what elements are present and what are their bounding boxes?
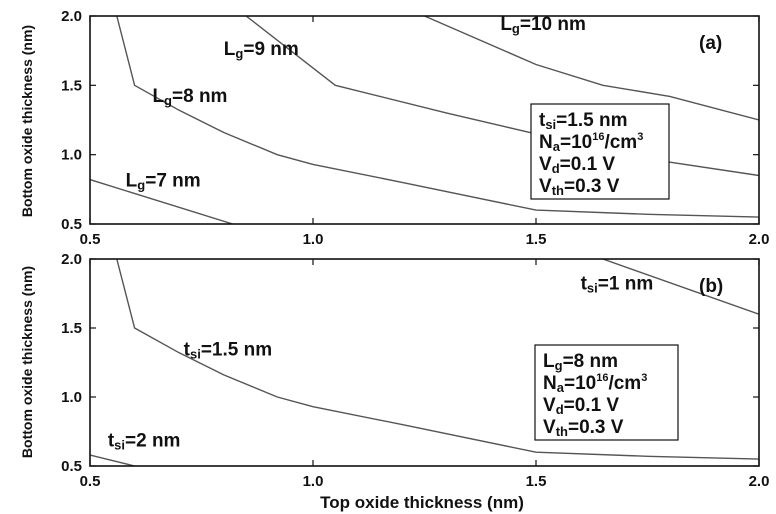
x-tick-label: 0.5 bbox=[80, 473, 101, 490]
series-label: Lg=8 nm bbox=[152, 86, 227, 108]
y-tick-label: 2.0 bbox=[61, 8, 82, 25]
y-tick-label: 2.0 bbox=[61, 251, 82, 268]
plot-frame bbox=[89, 258, 760, 467]
x-tick-label: 1.5 bbox=[526, 231, 547, 248]
panel-label: (a) bbox=[699, 33, 722, 54]
parameter-line: tsi=1.5 nm bbox=[539, 110, 627, 132]
x-tick-label: 2.0 bbox=[749, 231, 770, 248]
x-tick-label: 1.0 bbox=[303, 231, 324, 248]
y-tick-label: 1.0 bbox=[61, 147, 82, 164]
series-label: Lg=10 nm bbox=[500, 14, 586, 36]
series-line bbox=[602, 259, 759, 315]
y-tick-label: 1.5 bbox=[61, 77, 82, 94]
x-tick-label: 1.0 bbox=[303, 473, 324, 490]
series-label: tsi=2 nm bbox=[108, 431, 181, 453]
parameter-line: Na=1016/cm3 bbox=[543, 372, 647, 395]
parameter-line: Vd=0.1 V bbox=[539, 154, 615, 176]
x-tick-label: 2.0 bbox=[749, 473, 770, 490]
parameter-line: Vd=0.1 V bbox=[543, 395, 619, 417]
series-label: tsi=1 nm bbox=[581, 273, 654, 295]
x-tick-label: 0.5 bbox=[80, 231, 101, 248]
x-tick-label: 1.5 bbox=[526, 473, 547, 490]
parameter-box bbox=[534, 344, 679, 441]
x-axis-label: Top oxide thickness (nm) bbox=[320, 493, 524, 512]
plot-frame bbox=[89, 15, 760, 225]
parameter-line: Lg=8 nm bbox=[543, 351, 618, 373]
series-line bbox=[245, 16, 759, 177]
y-tick-label: 0.5 bbox=[61, 216, 82, 233]
parameter-line: Vth=0.3 V bbox=[539, 176, 620, 198]
parameter-line: Vth=0.3 V bbox=[543, 417, 624, 439]
y-axis-label-b: Bottom oxide thickness (nm) bbox=[19, 266, 35, 458]
y-axis-label-a: Bottom oxide thickness (nm) bbox=[19, 25, 35, 217]
series-line bbox=[90, 454, 135, 466]
series-label: Lg=7 nm bbox=[126, 171, 201, 193]
panel-b: 0.5 1.0 1.5 2.0 0.5 1.0 1.5 2.0 tsi=1 nm tsi=1.5 … bbox=[61, 251, 769, 490]
y-tick-label: 0.5 bbox=[61, 458, 82, 475]
series-label: tsi=1.5 nm bbox=[184, 340, 272, 362]
parameter-line: Na=1016/cm3 bbox=[539, 131, 643, 154]
y-tick-label: 1.5 bbox=[61, 320, 82, 337]
parameter-box bbox=[530, 103, 670, 200]
series-line bbox=[116, 16, 759, 218]
panel-label: (b) bbox=[699, 276, 723, 297]
series-line bbox=[116, 259, 759, 460]
series-label: Lg=9 nm bbox=[224, 39, 299, 61]
y-tick-label: 1.0 bbox=[61, 389, 82, 406]
panel-a: 0.5 1.0 1.5 2.0 0.5 1.0 1.5 2.0 Lg=7 nm Lg=8 nm Lg… bbox=[61, 8, 769, 248]
series-line bbox=[90, 178, 233, 224]
series-line bbox=[424, 16, 759, 121]
